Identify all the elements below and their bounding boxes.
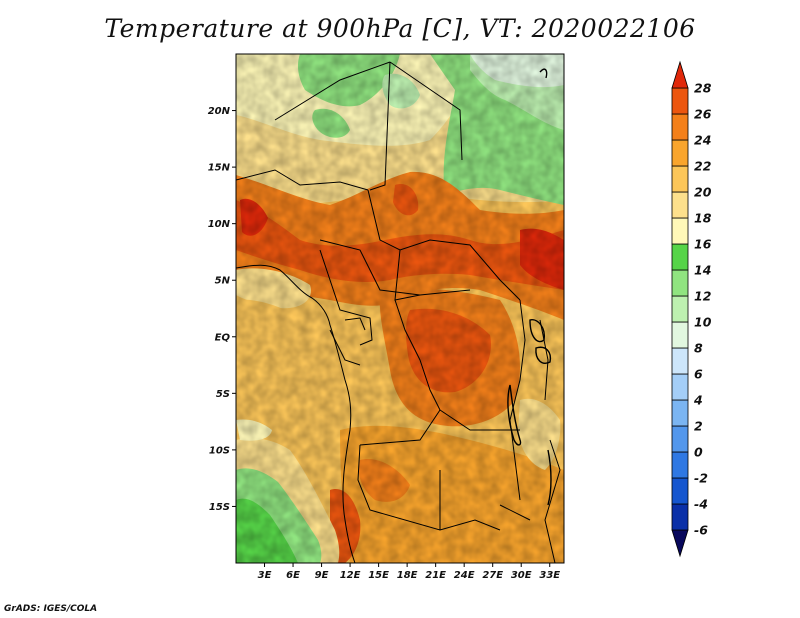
colorbar-label: 2 <box>694 419 703 434</box>
colorbar-segment <box>671 269 689 297</box>
lon-tick-label: 30E <box>511 570 532 581</box>
lon-tick-label: 6E <box>286 570 300 581</box>
colorbar-label: 0 <box>694 445 703 460</box>
colorbar-segment <box>671 425 689 453</box>
colorbar-segment <box>671 243 689 271</box>
colorbar-label: 12 <box>694 289 711 304</box>
lon-tick-label: 12E <box>340 570 361 581</box>
colorbar-segment <box>671 451 689 479</box>
longitude-axis: 3E 6E 9E 12E 15E 18E 21E 24E 27E 30E 33E <box>258 563 560 581</box>
lake-outlines <box>507 68 552 506</box>
lat-tick-label: 10S <box>209 445 230 456</box>
colorbar-segment <box>671 373 689 401</box>
colorbar-label: 26 <box>694 107 712 122</box>
colorbar-segment <box>671 87 689 115</box>
colorbar-segment <box>671 165 689 193</box>
credit-text: GrADS: IGES/COLA <box>4 604 98 614</box>
colorbar-label: 24 <box>694 133 711 148</box>
lat-tick-label: EQ <box>215 332 231 343</box>
lat-tick-label: 10N <box>208 219 231 230</box>
colorbar-label: 28 <box>694 81 712 96</box>
colorbar-label: -6 <box>694 523 708 538</box>
lon-tick-label: 21E <box>425 570 446 581</box>
colorbar-label: 22 <box>694 159 711 174</box>
colorbar-label: 14 <box>694 263 711 278</box>
colorbar-label: 10 <box>694 315 712 330</box>
colorbar-label: 6 <box>694 367 703 382</box>
colorbar-label: 18 <box>694 211 712 226</box>
plot-frame <box>235 53 565 564</box>
lat-tick-label: 20N <box>208 106 231 117</box>
lon-tick-label: 18E <box>397 570 418 581</box>
colorbar-segment <box>671 347 689 375</box>
lon-tick-label: 15E <box>368 570 389 581</box>
colorbar-label: -4 <box>694 497 708 512</box>
lat-tick-label: 15S <box>209 502 230 513</box>
colorbar-segment <box>671 191 689 219</box>
colorbar-label: 16 <box>694 237 712 252</box>
colorbar-segment <box>671 139 689 167</box>
lat-tick-label: 5N <box>215 276 231 287</box>
colorbar-label: 20 <box>694 185 712 200</box>
colorbar-segment <box>671 477 689 505</box>
colorbar-label: 4 <box>693 393 703 408</box>
political-boundaries <box>236 61 561 563</box>
colorbar-label: 8 <box>694 341 703 356</box>
lon-tick-label: 33E <box>539 570 560 581</box>
lat-tick-label: 5S <box>216 389 230 400</box>
colorbar-segment <box>671 529 689 558</box>
map-title: Temperature at 900hPa [C], VT: 202002210… <box>104 14 696 43</box>
lon-tick-label: 27E <box>482 570 503 581</box>
lat-tick-label: 15N <box>208 163 231 174</box>
lon-tick-label: 3E <box>258 570 272 581</box>
lon-tick-label: 9E <box>315 570 329 581</box>
temperature-field <box>236 54 564 563</box>
colorbar-label: -2 <box>694 471 708 486</box>
colorbar-segment <box>671 503 689 531</box>
colorbar-segment <box>671 399 689 427</box>
lon-tick-label: 24E <box>454 570 475 581</box>
colorbar-segment <box>671 113 689 141</box>
latitude-axis: 20N 15N 10N 5N EQ 5S 10S 15S <box>208 106 236 513</box>
colorbar-segment <box>671 217 689 245</box>
colorbar-segment <box>671 60 689 89</box>
colorbar-segment <box>671 295 689 323</box>
colorbar-segment <box>671 321 689 349</box>
